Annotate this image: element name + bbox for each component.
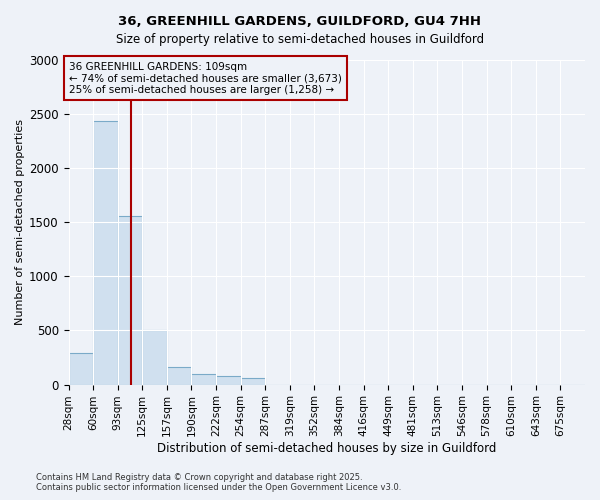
Bar [68,352,93,384]
Bar [191,374,216,384]
Bar [241,378,265,384]
Bar [167,368,191,384]
X-axis label: Distribution of semi-detached houses by size in Guildford: Distribution of semi-detached houses by … [157,442,496,455]
Text: 36 GREENHILL GARDENS: 109sqm
← 74% of semi-detached houses are smaller (3,673)
2: 36 GREENHILL GARDENS: 109sqm ← 74% of se… [69,62,342,95]
Bar [216,376,241,384]
Bar [93,120,118,384]
Bar [118,216,142,384]
Bar [142,330,167,384]
Text: Contains HM Land Registry data © Crown copyright and database right 2025.
Contai: Contains HM Land Registry data © Crown c… [36,473,401,492]
Y-axis label: Number of semi-detached properties: Number of semi-detached properties [15,120,25,326]
Text: Size of property relative to semi-detached houses in Guildford: Size of property relative to semi-detach… [116,32,484,46]
Text: 36, GREENHILL GARDENS, GUILDFORD, GU4 7HH: 36, GREENHILL GARDENS, GUILDFORD, GU4 7H… [119,15,482,28]
